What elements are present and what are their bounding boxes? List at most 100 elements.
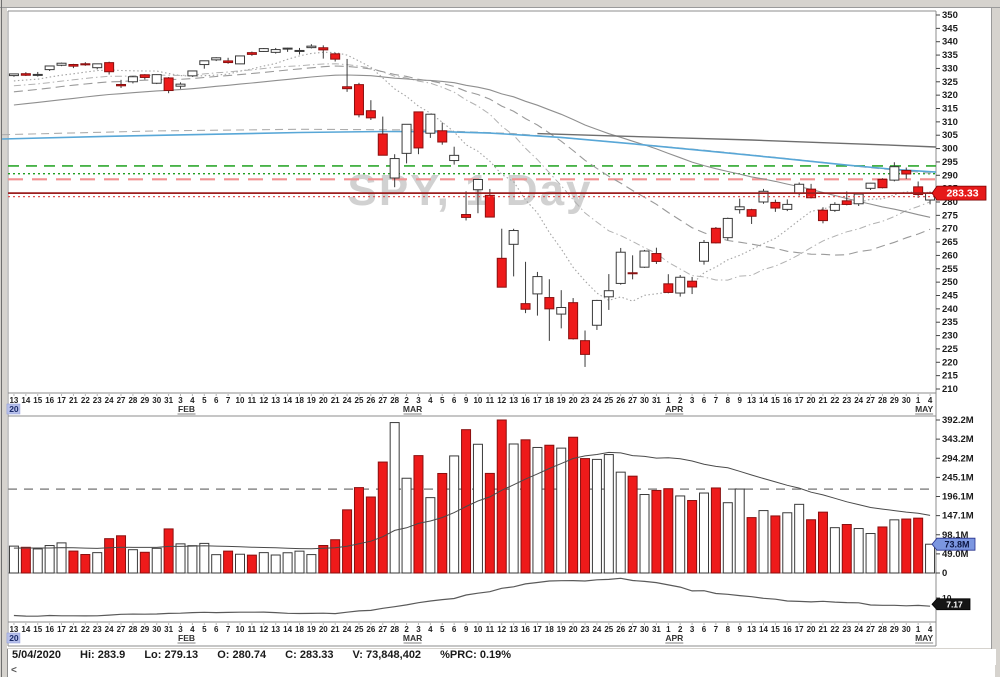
svg-text:3: 3 [416,625,421,634]
volume-bar [722,502,733,574]
volume-bar [556,447,567,574]
volume-bar [116,535,127,574]
candle [889,166,900,181]
chart-canvas: 3503453403353303253203153103053002952902… [2,8,991,648]
volume-bar [758,510,769,574]
svg-text:20: 20 [319,396,328,405]
volume-bar [187,545,198,574]
svg-text:250: 250 [942,277,958,288]
svg-text:MAY: MAY [915,404,933,414]
svg-text:14: 14 [21,396,30,405]
volume-bar [425,497,436,574]
volume-bar [175,543,186,574]
svg-text:31: 31 [652,625,661,634]
candle [913,186,924,196]
indicator-panel: 10 [13,577,952,617]
svg-text:29: 29 [890,396,899,405]
svg-text:11: 11 [486,625,495,634]
candle [282,47,293,50]
svg-text:265: 265 [942,237,959,248]
candle [877,178,888,189]
volume-bar [151,547,162,574]
svg-text:23: 23 [93,625,102,634]
svg-text:245.1M: 245.1M [942,472,974,483]
candle [591,299,602,326]
price-levels-top [8,192,936,198]
volume-bar [282,552,293,574]
volume-bar [127,549,138,574]
svg-text:27: 27 [117,625,126,634]
volume-bar [44,545,55,574]
long-term-ma-line [537,132,937,148]
candle [389,158,400,179]
volume-bar [615,471,626,574]
volume-badge: 73.8M [931,537,976,551]
svg-text:18: 18 [295,625,304,634]
volume-bar [699,492,709,574]
candle [330,53,341,60]
svg-text:30: 30 [152,396,161,405]
candle [722,217,733,239]
svg-text:MAR: MAR [403,404,422,414]
svg-text:235: 235 [942,317,959,328]
svg-text:16: 16 [783,396,792,405]
svg-text:4: 4 [190,396,195,405]
svg-text:17: 17 [57,625,66,634]
volume-bar [377,461,388,574]
svg-text:11: 11 [486,396,495,405]
svg-text:27: 27 [628,625,637,634]
svg-text:2: 2 [404,625,409,634]
svg-text:270: 270 [942,224,958,235]
svg-text:13: 13 [9,625,18,634]
status-low: Lo: 279.13 [144,649,199,661]
svg-text:230: 230 [942,331,958,342]
volume-bar [532,446,543,574]
svg-text:295: 295 [942,157,959,168]
svg-text:6: 6 [214,625,219,634]
svg-text:22: 22 [830,625,839,634]
candle [544,297,555,310]
svg-text:6: 6 [452,625,457,634]
right-gutter [992,8,1000,677]
candle [556,306,567,315]
svg-text:29: 29 [140,396,149,405]
volume-bar [853,528,864,574]
scroll-left-icon[interactable]: < [11,665,17,676]
candle [32,73,43,76]
date-axis-bottom: 13 14 15 16 17 21 22 23 24 27 28 29 30 31 3 4 5 6 7 10 11 12 1… [6,623,934,644]
candle [520,303,531,310]
svg-text:8: 8 [726,396,731,405]
volume-bar [568,436,579,574]
candle [44,65,55,71]
svg-text:9: 9 [464,625,469,634]
svg-text:12: 12 [259,625,268,634]
svg-text:11: 11 [248,396,257,405]
svg-text:27: 27 [628,396,637,405]
svg-text:14: 14 [759,396,768,405]
svg-text:23: 23 [842,625,851,634]
right-splitter[interactable] [991,7,992,677]
candle [318,47,329,51]
candle [246,52,257,55]
svg-text:2: 2 [678,396,683,405]
svg-text:4: 4 [428,625,433,634]
volume-bar [365,496,376,574]
svg-text:196.1M: 196.1M [942,492,974,503]
svg-text:98.1M: 98.1M [942,530,968,541]
volume-bar [413,455,424,574]
price-levels [8,165,936,181]
svg-text:26: 26 [616,625,625,634]
candle [437,130,448,143]
svg-text:9: 9 [464,396,469,405]
horizontal-scrollbar[interactable]: < [7,665,995,677]
candle [901,169,912,175]
svg-text:16: 16 [45,625,54,634]
svg-text:300: 300 [942,144,958,155]
volume-bar [675,495,686,574]
svg-text:240: 240 [942,304,958,315]
svg-text:220: 220 [942,357,958,368]
svg-text:6: 6 [452,396,457,405]
volume-bar [734,488,745,574]
candle [734,206,745,211]
candle [853,193,864,205]
